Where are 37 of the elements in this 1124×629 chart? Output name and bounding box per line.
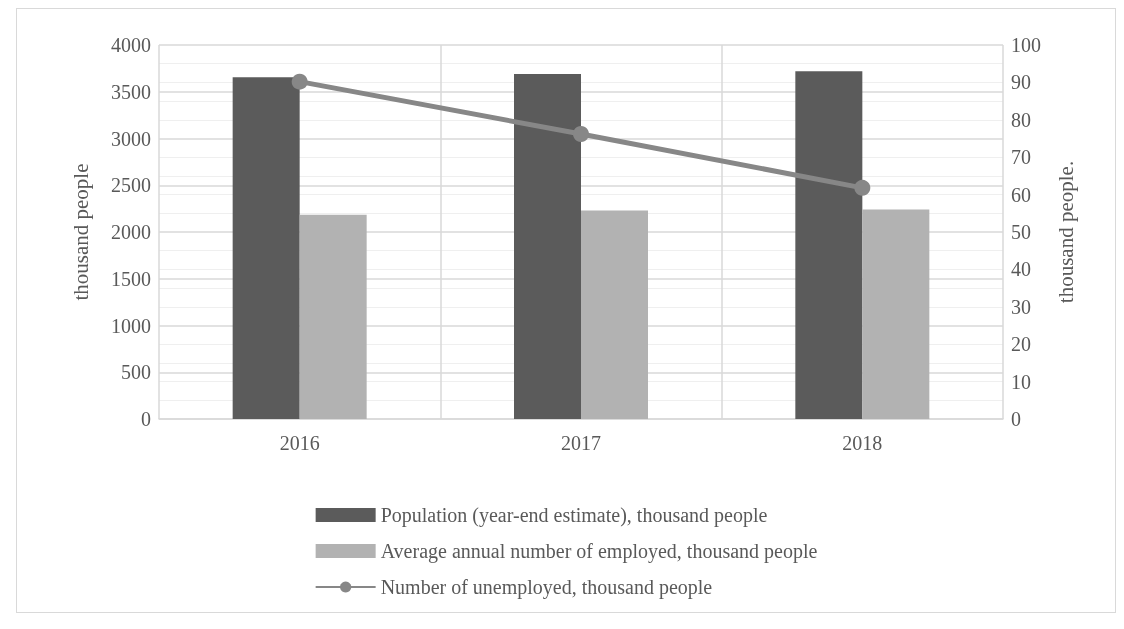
bar [232,77,300,419]
bar [795,71,863,419]
y2-tick-label: 90 [1011,71,1031,94]
x-tick-label: 2018 [842,432,883,454]
y-axis-title: thousand people [68,163,93,301]
x-tick-label: 2017 [561,432,601,454]
bar [862,209,930,419]
y2-tick-label: 20 [1011,333,1031,356]
bar [581,210,648,419]
point [291,73,308,90]
y2-tick-label: 100 [1011,34,1041,56]
bar [514,73,581,419]
legend-label: Population (year-end estimate), thousand people [380,504,768,527]
y-tick-label: 4000 [111,34,151,56]
point [573,126,589,143]
y2-tick-label: 60 [1011,183,1031,206]
y2-tick-label: 70 [1011,146,1031,169]
y2-tick-label: 10 [1011,370,1031,393]
bar [299,214,367,419]
y2-tick-label: 0 [1011,408,1021,430]
y-tick-label: 1500 [111,267,151,290]
y-tick-label: 2000 [111,221,151,243]
y2-tick-label: 50 [1011,221,1031,243]
y2-tick-label: 40 [1011,258,1031,281]
y2-tick-label: 30 [1011,295,1031,318]
x-tick-label: 2016 [279,432,320,454]
legend-label: Number of unemployed, thousand people [380,576,713,599]
point [854,179,871,196]
y-tick-label: 3000 [111,127,151,150]
y2-tick-label: 80 [1011,108,1031,131]
y-tick-label: 2500 [111,174,151,197]
y-tick-label: 3500 [111,80,151,103]
y-tick-label: 0 [141,408,151,430]
legend-label: Average annual number of employed, thousand people [380,540,818,563]
y-tick-label: 500 [121,361,151,384]
y-tick-label: 1000 [111,314,151,337]
y2-axis-title: thousand people. [1053,160,1078,304]
